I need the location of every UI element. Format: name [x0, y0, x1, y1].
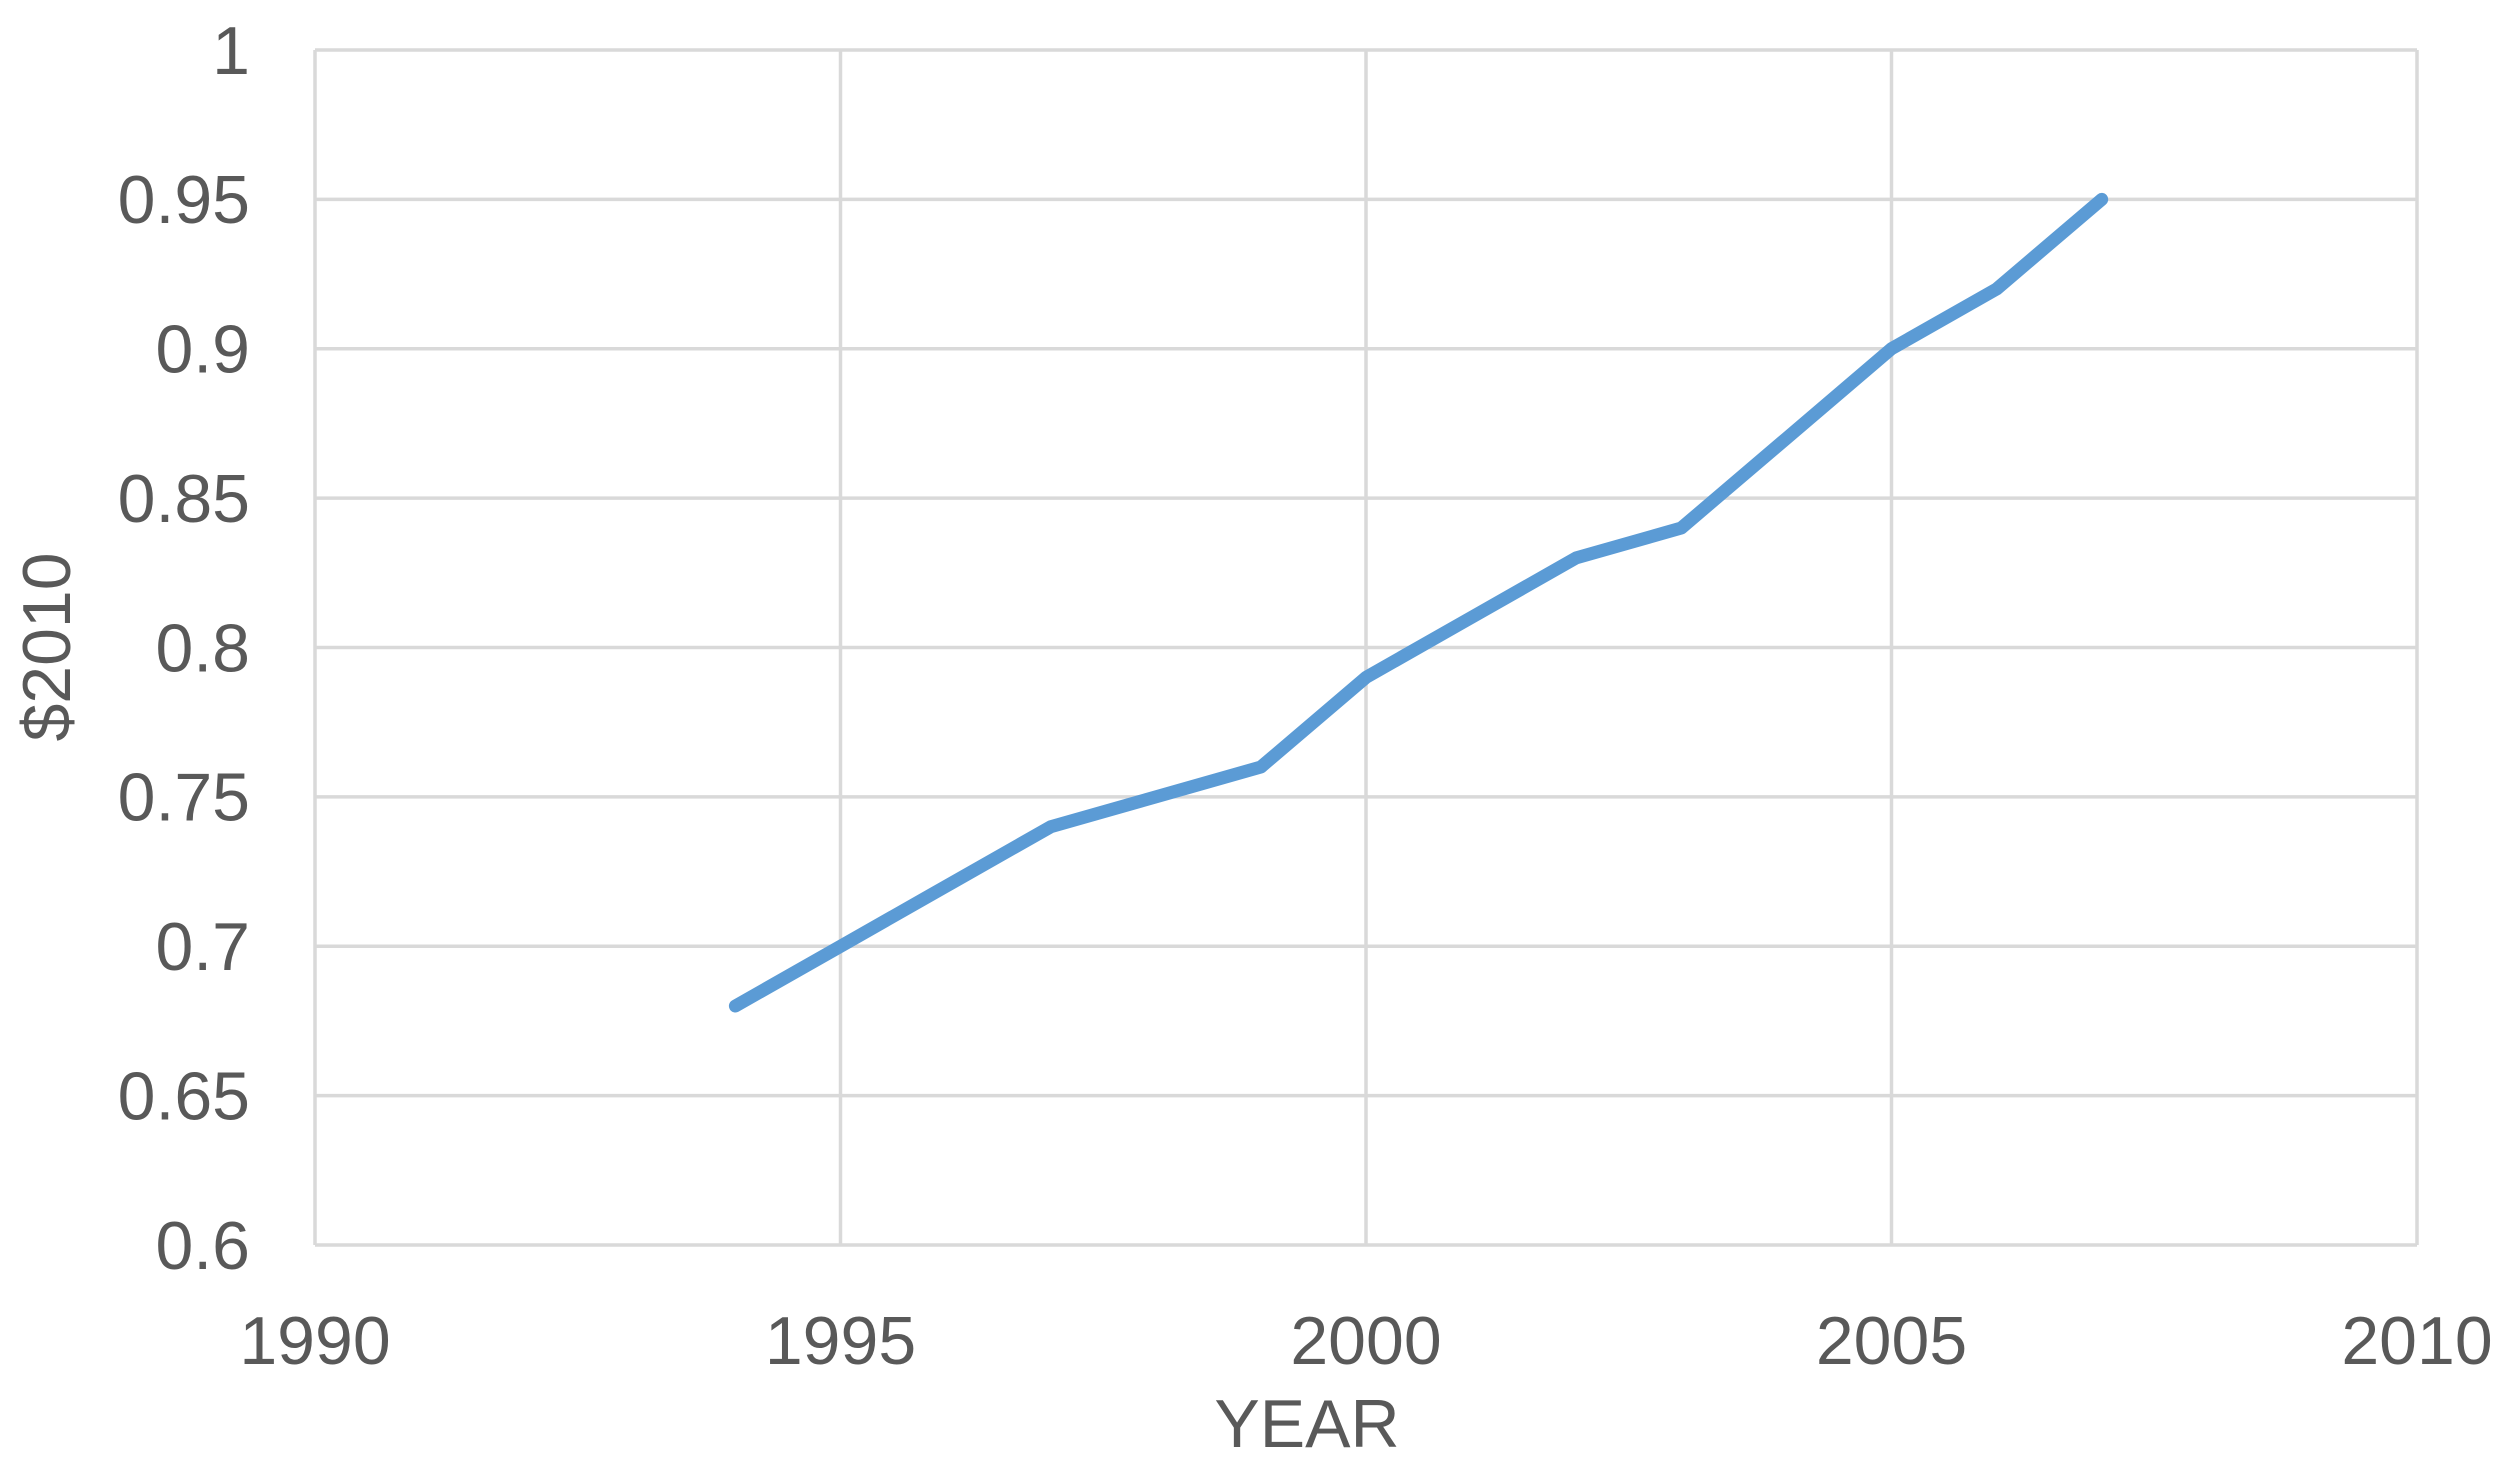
series-line: [728, 192, 2109, 1013]
y-tick-label: 0.95: [118, 162, 250, 238]
x-tick-label: 2000: [1290, 1303, 1441, 1379]
y-tick-label: 0.65: [118, 1058, 250, 1134]
y-tick-label: 0.7: [155, 909, 250, 985]
y-tick-label: 0.6: [155, 1208, 250, 1284]
y-axis-tick-labels: 0.6 0.65 0.7 0.75 0.8 0.85 0.9 0.95 1: [118, 13, 250, 1284]
x-axis-tick-labels: 1990 1995 2000 2005 2010: [239, 1303, 2492, 1379]
x-tick-label: 1990: [239, 1303, 390, 1379]
gridlines: [313, 48, 2419, 1247]
y-tick-label: 0.8: [155, 610, 250, 686]
x-tick-label: 2005: [1816, 1303, 1967, 1379]
y-tick-label: 0.85: [118, 461, 250, 537]
y-tick-label: 1: [212, 13, 250, 89]
y-tick-label: 0.75: [118, 760, 250, 836]
x-tick-label: 1995: [765, 1303, 916, 1379]
y-tick-label: 0.9: [155, 312, 250, 388]
y-axis-title: $2010: [9, 552, 85, 741]
x-tick-label: 2010: [2341, 1303, 2492, 1379]
x-axis-title: YEAR: [1214, 1386, 1399, 1462]
